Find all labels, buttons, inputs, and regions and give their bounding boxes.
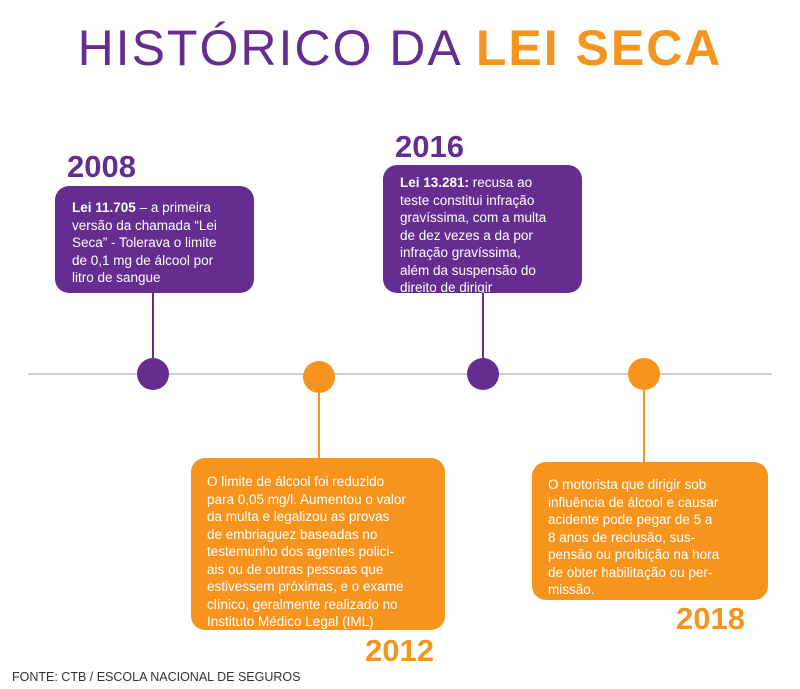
line-3: de 0,1 mg de álcool por	[72, 252, 214, 268]
line-4: litro de sangue	[72, 270, 161, 285]
line-1: para 0,05 mg/l. Aumentou o valor	[207, 491, 406, 507]
line-2: da multa e legalizou as provas	[207, 509, 390, 524]
event-box-2018: O motorista que dirigir sob influência d…	[532, 462, 768, 600]
year-2016: 2016	[395, 129, 464, 164]
line-5: ais ou de outras pessoas que	[207, 561, 384, 577]
timeline-dot-2018	[628, 358, 660, 390]
line-1: influência de álcool e causar	[548, 494, 719, 510]
timeline-dot-2016	[467, 358, 499, 390]
event-box-2012: O limite de álcool foi reduzido para 0,0…	[191, 458, 445, 630]
connector-2016	[482, 293, 484, 363]
text: – a primeira	[135, 200, 211, 215]
line-8: Instituto Médico Legal (IML)	[207, 614, 374, 629]
line-6: estivessem próximas, e o exame	[207, 579, 404, 594]
timeline-axis	[28, 373, 772, 375]
timeline-dot-2008	[137, 358, 169, 390]
connector-2008	[152, 293, 154, 363]
connector-2018	[643, 388, 645, 463]
line-7: clínico, geralmente realizado no	[207, 596, 398, 612]
page-title: HISTÓRICO DA LEI SECA	[0, 20, 800, 76]
line-5: de obter habilitação ou per-	[548, 564, 713, 580]
line-2: Seca” - Tolerava o limite	[72, 235, 217, 250]
year-2012: 2012	[365, 633, 434, 668]
line-0: Lei 11.705 – a primeira	[72, 199, 254, 217]
line-4: infração gravíssima,	[400, 245, 521, 260]
line-1: versão da chamada “Lei	[72, 217, 217, 233]
title-part2: LEI SECA	[475, 20, 723, 76]
timeline-dot-2012	[303, 361, 335, 393]
line-0: O motorista que dirigir sob	[548, 477, 707, 492]
event-box-2016: Lei 13.281: recusa ao teste constitui in…	[383, 165, 582, 295]
line-2: gravíssima, com a multa	[400, 210, 547, 225]
line-1: teste constitui infração	[400, 192, 535, 208]
line-2: acidente pode pegar de 5 a	[548, 512, 713, 527]
line-5: além da suspensão do	[400, 262, 536, 278]
title-part1: HISTÓRICO DA	[77, 20, 476, 76]
event-box-2008: Lei 11.705 – a primeira versão da chamad…	[55, 186, 254, 293]
line-3: de embriaguez baseadas no	[207, 526, 378, 542]
connector-2012	[318, 390, 320, 459]
line-4: pensão ou proibição na hora	[548, 547, 720, 562]
year-2008: 2008	[67, 149, 136, 184]
year-2018: 2018	[676, 601, 745, 636]
line-3: 8 anos de reclusão, sus-	[548, 529, 696, 545]
line-6: direito de dirigir	[400, 280, 493, 295]
law-label: Lei 11.705	[72, 200, 136, 215]
line-6: missão.	[548, 582, 595, 597]
law-label: Lei 13.281:	[400, 175, 470, 190]
line-0: Lei 13.281: recusa ao	[400, 174, 582, 192]
source-footer: FONTE: CTB / ESCOLA NACIONAL DE SEGUROS	[12, 670, 301, 684]
text: recusa ao	[469, 175, 533, 190]
line-0: O limite de álcool foi reduzido	[207, 474, 385, 489]
line-4: testemunho dos agentes polici-	[207, 544, 394, 559]
line-3: de dez vezes a da por	[400, 227, 533, 243]
